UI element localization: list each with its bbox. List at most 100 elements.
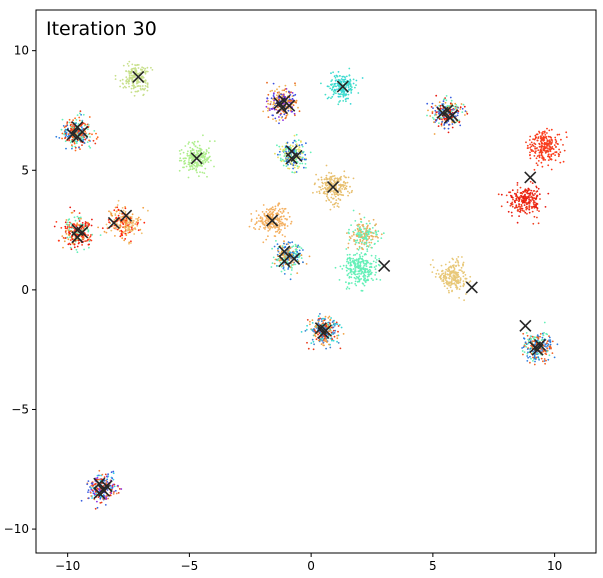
data-point bbox=[107, 497, 109, 500]
data-point bbox=[301, 152, 303, 155]
data-point bbox=[88, 139, 90, 142]
data-point bbox=[452, 271, 455, 274]
data-point bbox=[544, 134, 547, 136]
data-point bbox=[291, 251, 294, 254]
data-point bbox=[533, 215, 536, 218]
data-point bbox=[438, 117, 441, 120]
data-point bbox=[442, 272, 445, 275]
data-point bbox=[213, 140, 216, 143]
data-point bbox=[300, 141, 302, 143]
data-point bbox=[293, 112, 296, 115]
data-point bbox=[297, 167, 299, 170]
data-point bbox=[341, 268, 344, 270]
data-point bbox=[101, 473, 104, 476]
data-point bbox=[358, 213, 361, 215]
data-point bbox=[459, 281, 461, 284]
data-point bbox=[432, 107, 434, 109]
data-point bbox=[347, 89, 350, 91]
data-point bbox=[295, 133, 298, 136]
data-point bbox=[546, 340, 549, 343]
data-point bbox=[269, 210, 272, 213]
data-point bbox=[546, 333, 549, 336]
data-point bbox=[343, 184, 346, 187]
data-point bbox=[546, 147, 549, 150]
data-point bbox=[370, 239, 372, 241]
x-tick-label: −5 bbox=[181, 559, 199, 573]
data-point bbox=[349, 267, 352, 270]
data-point bbox=[204, 158, 207, 161]
data-point bbox=[271, 212, 274, 215]
data-point bbox=[532, 194, 534, 196]
data-point bbox=[114, 213, 117, 215]
data-point bbox=[282, 266, 285, 268]
data-point bbox=[295, 171, 298, 173]
data-point bbox=[81, 222, 84, 224]
data-point bbox=[100, 478, 103, 481]
data-point bbox=[330, 201, 332, 204]
data-point bbox=[459, 280, 461, 282]
data-point bbox=[338, 324, 341, 326]
data-point bbox=[265, 105, 268, 108]
data-point bbox=[312, 330, 314, 332]
data-point bbox=[438, 104, 441, 107]
data-point bbox=[188, 141, 190, 144]
data-point bbox=[451, 257, 454, 260]
data-point bbox=[448, 269, 451, 272]
data-point bbox=[367, 232, 370, 234]
data-point bbox=[365, 222, 368, 225]
data-point bbox=[350, 273, 353, 276]
data-point bbox=[112, 470, 115, 473]
data-point bbox=[440, 107, 442, 110]
data-point bbox=[345, 288, 348, 290]
data-point bbox=[110, 492, 113, 494]
data-point bbox=[457, 112, 459, 114]
data-point bbox=[332, 331, 334, 334]
data-point bbox=[134, 228, 137, 231]
data-point bbox=[536, 194, 539, 197]
data-point bbox=[292, 167, 294, 170]
data-point bbox=[370, 277, 373, 280]
data-point bbox=[350, 86, 353, 88]
data-point bbox=[361, 240, 364, 242]
data-point bbox=[366, 260, 369, 262]
data-point bbox=[278, 228, 280, 231]
data-points bbox=[53, 60, 568, 510]
data-point bbox=[131, 224, 134, 227]
data-point bbox=[366, 278, 369, 281]
data-point bbox=[118, 212, 121, 215]
data-point bbox=[280, 222, 283, 225]
data-point bbox=[515, 193, 518, 196]
data-point bbox=[196, 171, 198, 174]
data-point bbox=[329, 180, 331, 183]
data-point bbox=[359, 226, 361, 228]
data-point bbox=[278, 91, 280, 93]
data-point bbox=[347, 272, 350, 275]
data-point bbox=[87, 128, 89, 131]
data-point bbox=[95, 132, 97, 135]
data-point bbox=[528, 196, 530, 199]
data-point bbox=[446, 273, 449, 276]
data-point bbox=[119, 235, 122, 238]
data-point bbox=[510, 202, 512, 205]
data-point bbox=[510, 211, 513, 214]
data-point bbox=[198, 164, 200, 167]
data-point bbox=[121, 237, 124, 240]
data-point bbox=[550, 128, 553, 131]
data-point bbox=[548, 129, 551, 132]
data-point bbox=[178, 169, 181, 172]
data-point bbox=[315, 338, 318, 341]
data-point bbox=[294, 171, 297, 174]
centroid-marker bbox=[107, 216, 120, 229]
data-point bbox=[337, 95, 340, 98]
data-point bbox=[72, 124, 74, 126]
data-point bbox=[87, 497, 90, 499]
data-point bbox=[542, 130, 544, 133]
data-point bbox=[66, 226, 69, 228]
data-point bbox=[96, 474, 99, 477]
data-point bbox=[289, 247, 292, 249]
data-point bbox=[345, 85, 348, 87]
data-point bbox=[448, 284, 450, 287]
data-point bbox=[276, 259, 279, 262]
data-point bbox=[363, 216, 366, 219]
data-point bbox=[82, 236, 85, 238]
